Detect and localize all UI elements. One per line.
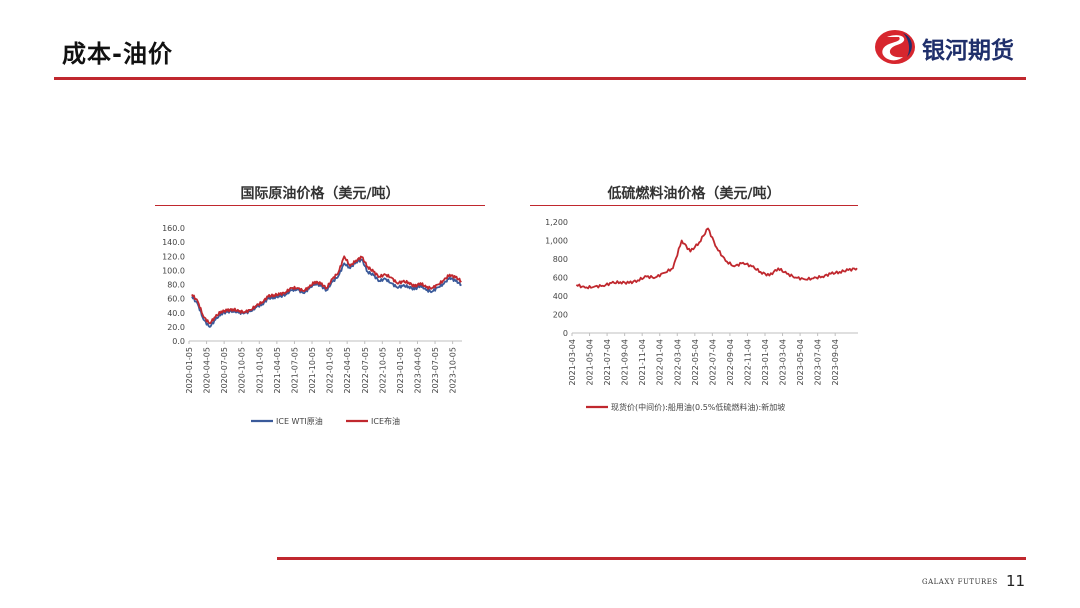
- chart-title: 低硫燃料油价格（美元/吨）: [607, 186, 781, 202]
- y-tick-label: 800: [553, 255, 568, 264]
- x-tick-label: 2021-11-04: [638, 339, 647, 386]
- x-tick-label: 2022-03-04: [673, 339, 682, 386]
- lsfo-chart-svg: 0 200 400 600 800 1,000 1,200 2021-03-04 2021-05…: [545, 218, 858, 412]
- x-tick-label: 2023-07-05: [431, 347, 440, 394]
- chart-title: 国际原油价格（美元/吨）: [240, 186, 400, 202]
- crude-oil-chart-svg: 0.0 20.0 40.0 60.0 80.0 100.0 120.0 140.0 160.0 2…: [162, 224, 462, 426]
- x-tick-label: 2022-09-04: [726, 339, 735, 386]
- x-tick-label: 2021-10-05: [308, 347, 317, 394]
- logo-text: 银河期货: [922, 38, 1014, 64]
- x-tick-label: 2022-10-05: [378, 347, 387, 394]
- x-tick-label: 2022-07-04: [708, 339, 717, 386]
- galaxy-logo-icon: [875, 30, 915, 64]
- header-divider: [54, 77, 1026, 80]
- y-tick-label: 0: [563, 329, 568, 338]
- x-tick-label: 2022-05-04: [691, 339, 700, 386]
- y-tick-label: 140.0: [162, 238, 185, 247]
- galaxy-logo: 银河期货: [873, 27, 1033, 67]
- y-tick-label: 400: [553, 292, 568, 301]
- x-tick-label: 2021-04-05: [273, 347, 282, 394]
- series-line: [191, 258, 462, 328]
- x-tick-label: 2023-04-05: [413, 347, 422, 394]
- legend-label: ICE布油: [371, 416, 400, 426]
- page-number: 11: [1006, 572, 1026, 590]
- x-tick-label: 2021-03-04: [568, 339, 577, 386]
- x-tick-label: 2022-01-05: [326, 347, 335, 394]
- footer-divider: [277, 557, 1026, 560]
- x-tick-label: 2022-11-04: [743, 339, 752, 386]
- x-tick-label: 2020-01-05: [185, 347, 194, 394]
- crude-oil-chart: 国际原油价格（美元/吨） 0.0 20.0 40.0 60.0 80.0 100.0 120…: [155, 180, 485, 440]
- y-tick-label: 0.0: [172, 337, 185, 346]
- x-tick-label: 2023-10-05: [449, 347, 458, 394]
- footer-brand: GALAXY FUTURES: [922, 578, 998, 586]
- page-title: 成本-油价: [62, 40, 173, 68]
- x-tick-label: 2022-07-05: [361, 347, 370, 394]
- y-tick-label: 1,200: [545, 218, 568, 227]
- x-tick-label: 2021-05-04: [586, 339, 595, 386]
- x-tick-label: 2020-07-05: [220, 347, 229, 394]
- legend-label: 现货价(中间价):船用油(0.5%低硫燃料油):新加坡: [611, 402, 785, 412]
- x-tick-label: 2023-01-04: [761, 339, 770, 386]
- chart-title-rule: [155, 205, 485, 206]
- chart-title-rule: [530, 205, 858, 206]
- x-tick-label: 2020-10-05: [238, 347, 247, 394]
- x-tick-label: 2021-09-04: [621, 339, 630, 386]
- y-tick-label: 20.0: [167, 323, 185, 332]
- y-tick-label: 120.0: [162, 252, 185, 261]
- x-tick-label: 2023-01-05: [396, 347, 405, 394]
- y-tick-label: 60.0: [167, 295, 185, 304]
- y-tick-label: 1,000: [545, 237, 568, 246]
- y-tick-label: 200: [553, 311, 568, 320]
- y-tick-label: 160.0: [162, 224, 185, 233]
- series-line: [191, 255, 462, 325]
- x-tick-label: 2021-07-04: [603, 339, 612, 386]
- x-tick-label: 2023-07-04: [814, 339, 823, 386]
- legend-label: ICE WTI原油: [276, 416, 323, 426]
- y-tick-label: 100.0: [162, 266, 185, 275]
- x-tick-label: 2023-05-04: [796, 339, 805, 386]
- lsfo-chart: 低硫燃料油价格（美元/吨） 0 200 400 600 800 1,000 1,200 202…: [530, 180, 858, 420]
- series-line: [575, 227, 858, 290]
- y-tick-label: 600: [553, 274, 568, 283]
- x-tick-label: 2022-04-05: [343, 347, 352, 394]
- x-tick-label: 2021-07-05: [290, 347, 299, 394]
- y-tick-label: 80.0: [167, 281, 185, 290]
- x-tick-label: 2023-09-04: [831, 339, 840, 386]
- x-tick-label: 2022-01-04: [656, 339, 665, 386]
- x-tick-label: 2020-04-05: [203, 347, 212, 394]
- x-tick-label: 2021-01-05: [255, 347, 264, 394]
- x-tick-label: 2023-03-04: [779, 339, 788, 386]
- y-tick-label: 40.0: [167, 309, 185, 318]
